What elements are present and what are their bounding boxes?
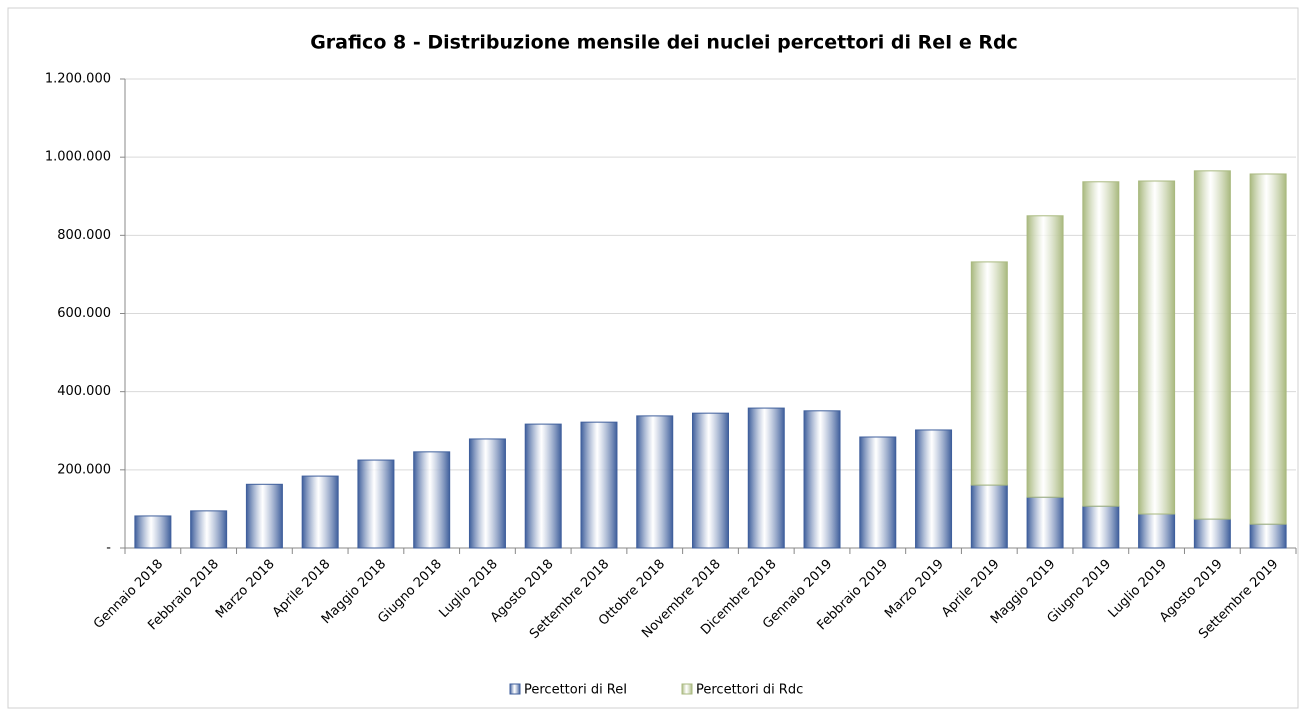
bar-segment xyxy=(134,515,172,549)
legend-swatch xyxy=(509,683,521,695)
bar-segment xyxy=(357,459,395,549)
bar-segment xyxy=(1138,180,1176,515)
bar-segment xyxy=(859,436,897,549)
y-tick-label: 800.000 xyxy=(57,228,111,243)
legend-label: Percettori di Rdc xyxy=(696,683,803,698)
bar-segment xyxy=(1138,513,1176,549)
bar-segment xyxy=(1026,215,1064,498)
bar-segment xyxy=(1026,496,1064,549)
bar-segment xyxy=(1082,181,1120,507)
bar-segment xyxy=(970,261,1008,486)
bar-segment xyxy=(915,429,953,549)
y-tick-label: 600.000 xyxy=(57,306,111,321)
bar-segment xyxy=(636,415,674,549)
bar-segment xyxy=(1082,505,1120,549)
bar-segment xyxy=(580,421,618,549)
bar-segment xyxy=(692,412,729,549)
chart-title: Grafico 8 - Distribuzione mensile dei nu… xyxy=(310,32,1018,54)
y-tick-label: 400.000 xyxy=(57,384,111,399)
bar-segment xyxy=(803,410,841,549)
legend-label: Percettori di ReI xyxy=(524,683,627,698)
bar-segment xyxy=(747,407,785,549)
bar-segment xyxy=(468,438,506,549)
y-tick-label: 1.200.000 xyxy=(45,72,111,87)
bar-segment xyxy=(301,475,339,549)
bar-segment xyxy=(1193,518,1231,549)
y-tick-label: - xyxy=(106,541,111,556)
bar-segment xyxy=(245,483,283,549)
bar-segment xyxy=(190,510,228,549)
legend-swatch xyxy=(681,683,693,695)
bar-segment xyxy=(524,423,562,549)
bar-segment xyxy=(1249,173,1287,525)
bar-segment xyxy=(970,484,1008,549)
y-tick-label: 1.000.000 xyxy=(45,150,111,165)
y-tick-label: 200.000 xyxy=(57,462,111,477)
bar-segment xyxy=(1193,170,1231,520)
bar-segment xyxy=(413,451,451,549)
bar-segment xyxy=(1249,523,1287,549)
